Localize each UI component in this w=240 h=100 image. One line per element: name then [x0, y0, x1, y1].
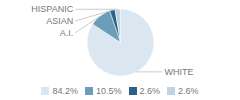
html-text:84.2%: 84.2%	[52, 86, 78, 96]
svg-text:WHITE: WHITE	[165, 67, 194, 77]
svg-text:ASIAN: ASIAN	[46, 16, 73, 26]
svg-text:HISPANIC: HISPANIC	[31, 4, 73, 14]
html-text:2.6%: 2.6%	[139, 86, 160, 96]
html-text:2.6%: 2.6%	[178, 86, 199, 96]
html-text:10.5%: 10.5%	[96, 86, 122, 96]
svg-text:A.I.: A.I.	[60, 27, 74, 37]
